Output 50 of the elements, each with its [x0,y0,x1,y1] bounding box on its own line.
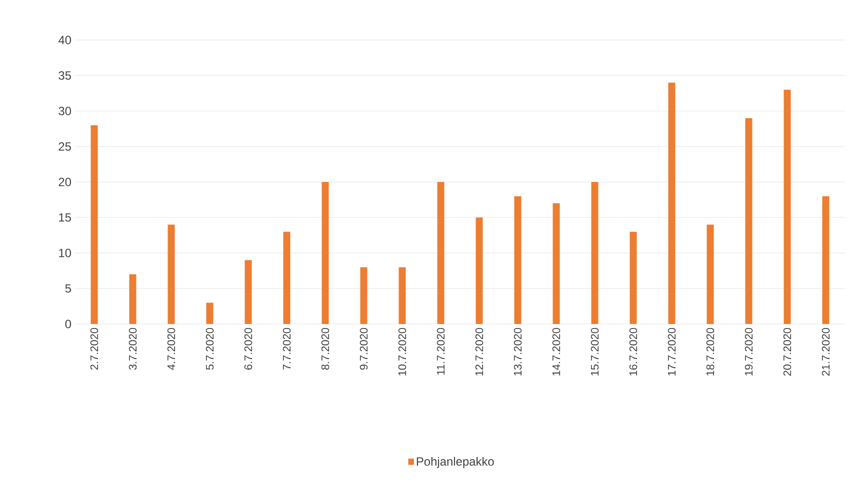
y-tick-label: 35 [58,71,71,80]
bar [668,82,676,324]
bar [322,182,329,324]
x-tick-label: 10.7.2020 [398,328,406,376]
x-tick-label: 12.7.2020 [475,328,484,376]
bar [514,196,522,324]
x-tick-label: 5.7.2020 [206,328,214,370]
y-tick-label: 0 [65,320,72,328]
bar [784,90,791,324]
y-tick-label: 15 [59,213,71,222]
x-tick-label: 15.7.2020 [590,328,599,376]
x-tick-label: 8.7.2020 [321,328,330,370]
bar [129,274,136,324]
x-tick-label: 7.7.2020 [282,328,291,370]
x-tick-label: 11.7.2020 [436,328,445,375]
bar [283,232,290,324]
x-tick-label: 17.7.2020 [668,328,676,376]
x-tick-label: 18.7.2020 [706,328,714,376]
x-tick-label: 6.7.2020 [244,328,252,370]
bar [745,118,752,324]
y-tick-label: 40 [58,36,72,44]
bar [706,224,714,324]
bar [90,125,98,324]
x-tick-label: 3.7.2020 [128,328,137,370]
bar [476,218,483,324]
x-tick-label: 20.7.2020 [783,328,792,376]
bar [360,267,368,324]
bar [437,182,444,324]
bar [591,182,598,324]
x-tick-label: 4.7.2020 [167,328,176,370]
y-tick-label: 25 [58,142,71,151]
bar [630,232,637,324]
bar [398,267,406,324]
x-tick-label: 16.7.2020 [629,328,638,376]
x-tick-label: 9.7.2020 [360,328,368,370]
bar [168,224,175,324]
x-tick-label: 2.7.2020 [90,328,98,370]
x-tick-label: 13.7.2020 [514,328,522,376]
x-tick-label: 19.7.2020 [744,328,753,376]
y-tick-label: 30 [58,106,72,116]
bar [206,302,214,324]
bar [244,260,252,324]
bar [552,203,560,324]
legend-label: Pohjanlepakko [416,456,494,468]
x-tick-label: 21.7.2020 [822,328,830,376]
x-tick-label: 14.7.2020 [552,328,560,376]
y-tick-label: 10 [59,248,72,258]
y-tick-label: 20 [58,178,72,186]
bar [822,196,830,324]
y-tick-label: 5 [65,284,71,293]
